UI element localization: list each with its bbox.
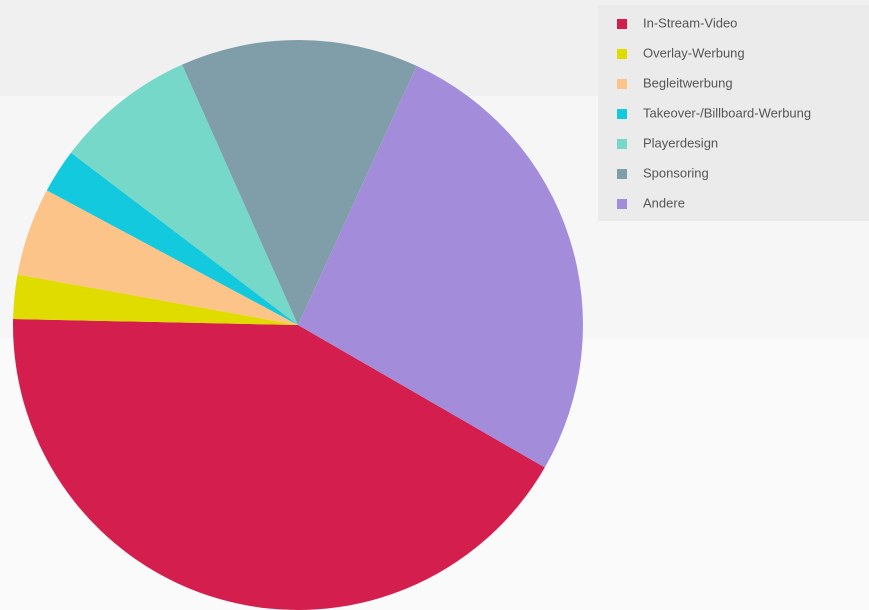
legend-swatch [617,49,627,59]
legend-swatch [617,109,627,119]
pie-slice [17,190,299,325]
pie-slice [46,152,298,325]
pie-slice [13,319,545,610]
legend-label: Overlay-Werbung [643,45,745,60]
legend-swatch [617,199,627,209]
legend-swatch [617,79,627,89]
pie-slice [298,65,584,468]
pie-slice [70,64,298,326]
pie-slice [13,274,299,325]
legend-label: Begleitwerbung [643,75,733,90]
legend-label: Andere [643,195,685,210]
legend-label: Sponsoring [643,165,709,180]
legend-label: In-Stream-Video [643,15,737,30]
legend-swatch [617,19,627,29]
pie-slice [182,39,417,325]
legend-swatch [617,169,627,179]
legend-box [598,5,869,221]
legend-swatch [617,139,627,149]
legend-label: Playerdesign [643,135,718,150]
legend-label: Takeover-/Billboard-Werbung [643,105,811,120]
